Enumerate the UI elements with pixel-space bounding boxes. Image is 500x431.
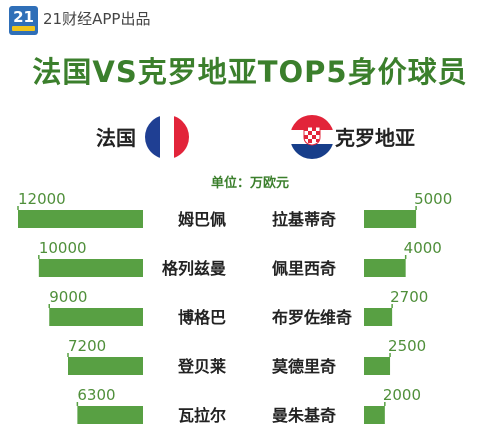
- flag-blue-stripe: [290, 144, 334, 159]
- croatia-label: 克罗地亚: [335, 126, 415, 150]
- value-label-croatia: 4000: [404, 239, 442, 257]
- player-name-croatia: 布罗佐维奇: [272, 308, 352, 327]
- player-name-croatia: 佩里西奇: [272, 259, 336, 278]
- player-name-croatia: 曼朱基奇: [272, 406, 336, 425]
- player-name-france: 登贝莱: [177, 357, 226, 376]
- value-label-france: 10000: [39, 239, 87, 257]
- bar-france: [77, 406, 143, 424]
- bar-croatia: [364, 357, 391, 375]
- player-name-france: 格列兹曼: [162, 259, 226, 278]
- player-name-croatia: 拉基蒂奇: [272, 210, 336, 229]
- bar-croatia: [364, 259, 406, 277]
- value-label-croatia: 5000: [414, 190, 452, 208]
- bar-france: [68, 357, 143, 375]
- brand-text: 21财经APP出品: [43, 10, 151, 28]
- player-name-france: 博格巴: [178, 308, 226, 327]
- bar-france: [38, 259, 144, 277]
- value-label-croatia: 2000: [383, 386, 421, 404]
- logo-badge: 21: [9, 6, 38, 35]
- croatia-flag-icon: [290, 115, 334, 159]
- value-label-france: 9000: [49, 288, 87, 306]
- flag-red-stripe: [174, 115, 189, 159]
- bar-france: [49, 308, 143, 326]
- chart-title: 法国VS克罗地亚TOP5身价球员: [32, 55, 468, 89]
- value-label-france: 12000: [18, 190, 66, 208]
- flag-red-stripe: [290, 115, 334, 130]
- bar-croatia: [364, 406, 385, 424]
- flag-blue-stripe: [145, 115, 160, 159]
- logo-strip: [12, 26, 35, 31]
- france-flag-icon: [145, 115, 189, 159]
- france-label: 法国: [96, 126, 136, 150]
- bar-croatia: [364, 308, 393, 326]
- bar-croatia: [364, 210, 417, 228]
- croatia-shield-icon: [303, 126, 321, 146]
- flag-white-stripe: [159, 115, 175, 159]
- value-label-france: 7200: [68, 337, 106, 355]
- value-label-croatia: 2500: [388, 337, 426, 355]
- value-label-france: 6300: [77, 386, 115, 404]
- bar-france: [18, 210, 143, 228]
- value-label-croatia: 2700: [390, 288, 428, 306]
- logo-number: 21: [13, 8, 34, 26]
- player-name-croatia: 莫德里奇: [271, 357, 336, 376]
- unit-label: 单位：万欧元: [210, 176, 289, 191]
- player-name-france: 姆巴佩: [178, 210, 226, 229]
- player-name-france: 瓦拉尔: [178, 406, 226, 425]
